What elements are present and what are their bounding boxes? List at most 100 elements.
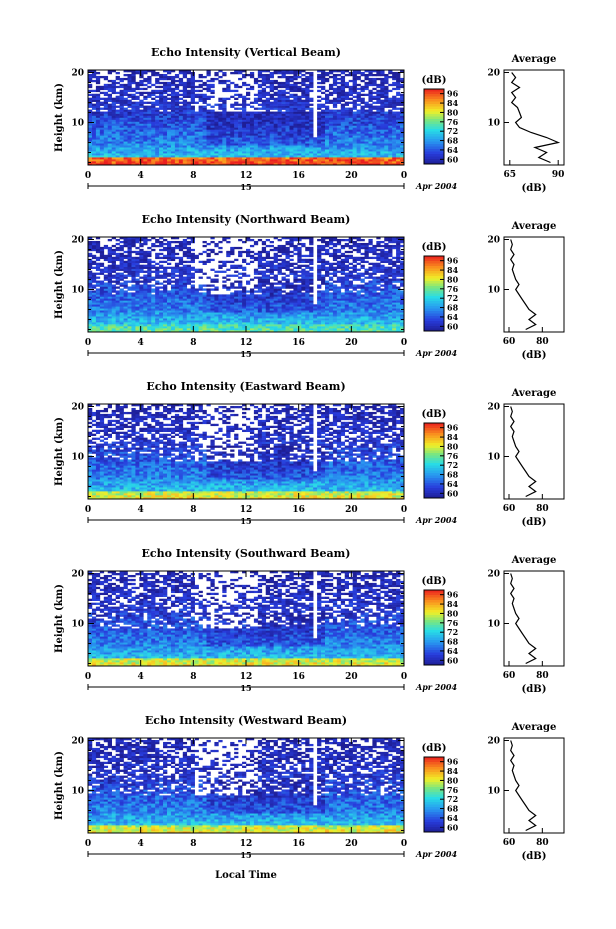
heatmap-cell [356,113,361,116]
heatmap-cell [396,139,401,142]
heatmap-cell [103,320,109,323]
heatmap-cell [135,312,140,315]
heatmap-cells [88,70,405,166]
heatmap-cell [190,330,195,333]
heatmap-cell [123,296,128,299]
heatmap-cell [103,145,109,148]
heatmap-cell [119,103,124,106]
colorbar-segment [424,104,444,107]
heatmap-cell [159,133,164,136]
heatmap-cell [238,308,243,311]
heatmap-cell [384,95,389,99]
heatmap-cell [249,290,255,293]
heatmap-cell [226,119,231,122]
heatmap-cell [384,163,389,166]
heatmap-cell [388,149,393,152]
heatmap-cell [384,123,389,126]
heatmap-cell [285,155,290,158]
heatmap-cell [277,294,282,297]
heatmap-cell [344,330,349,333]
heatmap-cell [190,316,195,319]
heatmap-cell [218,296,223,299]
heatmap-cell [317,121,322,124]
heatmap-cell [384,298,389,301]
heatmap-cell [368,70,373,73]
heatmap-cell [127,123,132,126]
heatmap-cell [317,320,322,323]
heatmap-cell [155,328,160,331]
heatmap-cell [297,163,302,166]
heatmap-cell [384,145,389,148]
heatmap-cell [174,117,180,120]
heatmap-cell [167,294,172,297]
heatmap-cell [194,93,199,97]
heatmap-cell [198,123,203,126]
heatmap-cell [238,296,243,299]
heatmap-cell [269,71,274,75]
heatmap-cell [297,296,302,299]
heatmap-cell [269,147,274,150]
heatmap-cell [107,324,112,327]
heatmap-cell [332,125,338,128]
heatmap-cell [273,326,278,329]
heatmap-cell [261,155,267,158]
heatmap-cell [167,115,172,118]
heatmap-cell [332,75,338,79]
heatmap-cell [273,318,278,321]
heatmap-cell [202,320,207,323]
heatmap-cell [360,330,365,333]
heatmap-cell [293,93,298,97]
colorbar-segment [424,101,444,105]
heatmap-cell [88,163,93,166]
heatmap-cell [115,145,120,148]
heatmap-cell [198,304,203,307]
heatmap-cell [388,103,393,106]
heatmap-cell [297,310,302,313]
heatmap-cell [360,141,365,144]
heatmap-cell [269,93,274,97]
heatmap-cell [159,314,164,317]
heatmap-cell [222,99,227,102]
heatmap-cell [143,107,148,110]
heatmap-cell [135,151,140,154]
heatmap-cell [305,290,310,293]
heatmap-cell [139,316,144,319]
heatmap-cell [344,73,349,77]
heatmap-cell [147,308,152,311]
heatmap-cell [325,300,330,303]
heatmap-cell [289,139,294,142]
heatmap-cell [111,322,116,325]
heatmap-cell [95,121,101,124]
heatmap-cell [174,320,180,323]
heatmap-cell [372,143,377,146]
heatmap-cell [269,97,274,100]
heatmap-cell [257,113,263,116]
heatmap-cell [95,308,101,311]
heatmap-cell [190,131,195,134]
heatmap-cell [392,131,397,134]
heatmap-cell [356,161,361,164]
heatmap-cell [336,312,342,315]
heatmap-cell [139,300,144,303]
heatmap-cell [107,113,112,116]
heatmap-cell [249,308,255,311]
heatmap-cell [277,300,282,303]
heatmap-cell [321,121,326,124]
heatmap-cell [178,101,184,104]
heatmap-cell [317,137,322,140]
heatmap-cell [88,314,93,317]
heatmap-cell [159,115,164,118]
heatmap-cell [253,328,259,331]
heatmap-cell [163,105,168,108]
heatmap-cell [139,310,144,313]
heatmap-cell [242,300,247,303]
colorbar-tick-label: 72 [447,126,458,136]
heatmap-cell [135,123,140,126]
heatmap-cell [285,163,290,166]
heatmap-cell [234,97,239,100]
heatmap-cell [277,292,282,295]
heatmap-cell [182,127,188,130]
heatmap-cell [317,75,322,79]
heatmap-cell [356,115,361,118]
heatmap-cell [269,113,274,116]
